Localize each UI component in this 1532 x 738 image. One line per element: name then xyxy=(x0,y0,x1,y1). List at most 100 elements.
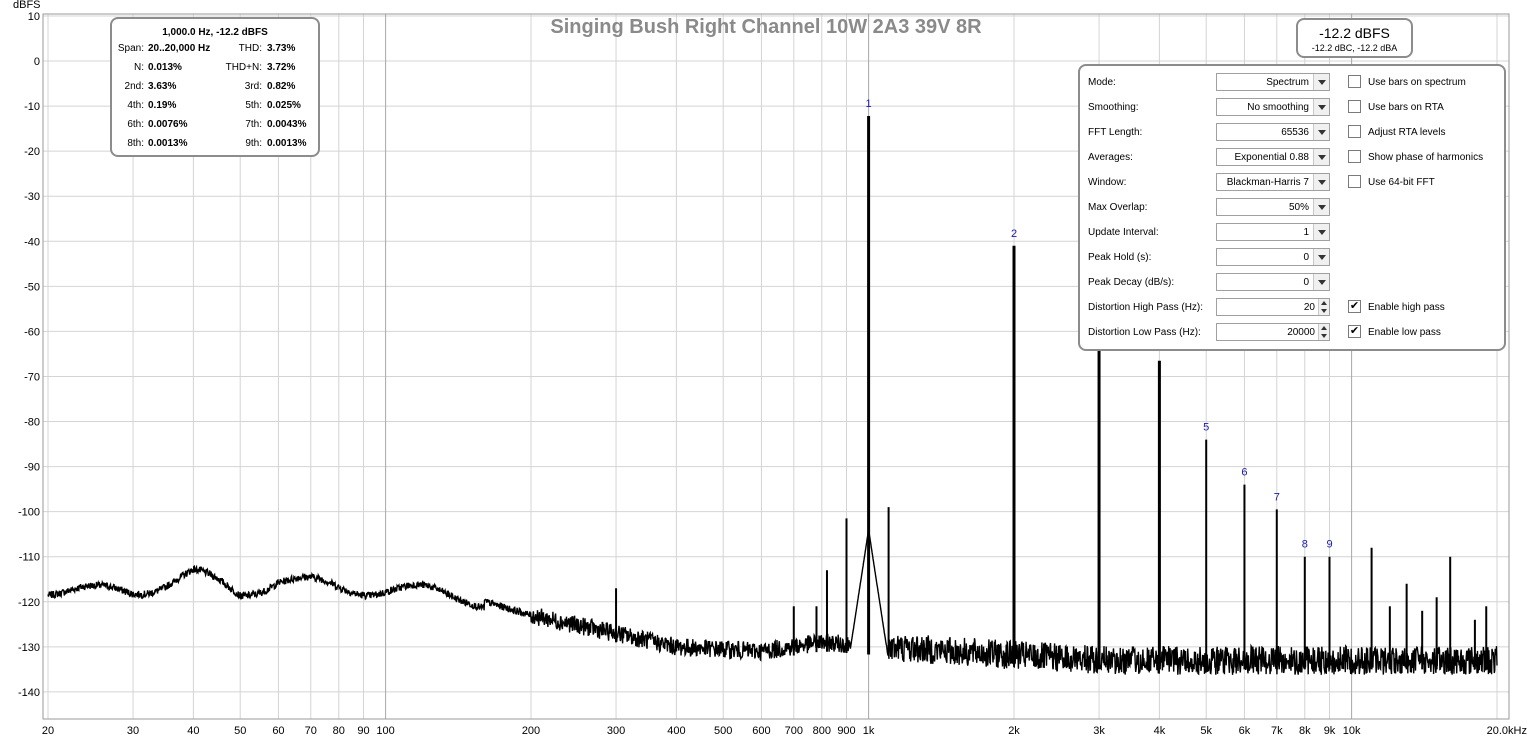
setting-value: 20 xyxy=(1303,302,1315,313)
chevron-down-icon[interactable] xyxy=(1313,249,1329,265)
level-main: -12.2 dBFS xyxy=(1319,25,1390,41)
harmonic-label: 8 xyxy=(1302,539,1308,551)
stats-label: 7th: xyxy=(245,119,262,130)
x-tick-label: 200 xyxy=(522,725,540,737)
y-tick-label: -130 xyxy=(18,642,40,654)
stats-value: 0.82% xyxy=(267,81,296,92)
setting-value: No smoothing xyxy=(1247,102,1309,113)
setting-value: 0 xyxy=(1303,277,1309,288)
x-tick-label: 3k xyxy=(1093,725,1105,737)
chevron-down-icon[interactable] xyxy=(1313,74,1329,90)
setting-checkbox[interactable] xyxy=(1348,125,1361,138)
setting-dropdown[interactable]: 0 xyxy=(1216,248,1330,266)
y-tick-label: -20 xyxy=(24,146,40,158)
stats-label: THD: xyxy=(238,43,262,54)
setting-dropdown[interactable]: 65536 xyxy=(1216,123,1330,141)
checkbox-label: Use bars on RTA xyxy=(1368,102,1444,113)
stats-value: 20..20,000 Hz xyxy=(148,43,211,54)
checkbox-label: Enable high pass xyxy=(1368,302,1445,313)
y-tick-label: 0 xyxy=(34,56,40,68)
stats-value: 0.0013% xyxy=(148,138,188,149)
setting-label: Smoothing: xyxy=(1088,102,1139,113)
stats-label: 5th: xyxy=(245,100,262,111)
y-tick-label: -100 xyxy=(18,507,40,519)
setting-label: Window: xyxy=(1088,177,1127,188)
setting-dropdown[interactable]: Spectrum xyxy=(1216,73,1330,91)
setting-checkbox[interactable] xyxy=(1348,175,1361,188)
checkbox-label: Use bars on spectrum xyxy=(1368,77,1466,88)
stats-label: 3rd: xyxy=(244,81,262,92)
y-tick-label: -10 xyxy=(24,101,40,113)
stats-label: THD+N: xyxy=(225,62,262,73)
x-tick-label: 10k xyxy=(1343,725,1361,737)
stats-label: 9th: xyxy=(245,138,262,149)
setting-value: Blackman-Harris 7 xyxy=(1226,177,1309,188)
x-tick-label: 600 xyxy=(752,725,770,737)
setting-checkbox[interactable] xyxy=(1348,100,1361,113)
harmonic-label: 6 xyxy=(1241,467,1247,479)
setting-checkbox[interactable]: ✔ xyxy=(1348,325,1361,338)
harmonic-label: 5 xyxy=(1203,422,1209,434)
setting-label: Peak Hold (s): xyxy=(1088,252,1152,263)
stats-label: Span: xyxy=(117,43,144,54)
stats-label: N: xyxy=(134,62,144,73)
stats-value: 0.0013% xyxy=(267,138,307,149)
setting-dropdown[interactable]: No smoothing xyxy=(1216,98,1330,116)
setting-dropdown[interactable]: 0 xyxy=(1216,273,1330,291)
chevron-down-icon[interactable] xyxy=(1313,224,1329,240)
chevron-down-icon[interactable] xyxy=(1313,199,1329,215)
setting-value: Spectrum xyxy=(1266,77,1309,88)
stats-value: 3.72% xyxy=(267,62,296,73)
chevron-down-icon[interactable] xyxy=(1313,99,1329,115)
level-readout: -12.2 dBFS -12.2 dBC, -12.2 dBA xyxy=(1296,18,1413,58)
stats-header: 1,000.0 Hz, -12.2 dBFS xyxy=(162,27,268,38)
plot-frame xyxy=(42,13,1510,720)
stats-row: Span: 20..20,000 Hz THD: 3.73% xyxy=(112,43,318,62)
harmonic-label: 9 xyxy=(1326,539,1332,551)
chevron-down-icon[interactable] xyxy=(1313,149,1329,165)
spin-arrows-icon[interactable] xyxy=(1318,299,1329,315)
chevron-down-icon[interactable] xyxy=(1313,174,1329,190)
setting-label: Distortion Low Pass (Hz): xyxy=(1088,327,1201,338)
x-tick-label: 50 xyxy=(234,725,246,737)
x-tick-label: 400 xyxy=(667,725,685,737)
setting-spinbox[interactable]: 20 xyxy=(1216,298,1330,316)
setting-label: Max Overlap: xyxy=(1088,202,1148,213)
setting-value: 20000 xyxy=(1287,327,1315,338)
y-tick-label: -120 xyxy=(18,597,40,609)
chevron-down-icon[interactable] xyxy=(1313,124,1329,140)
y-tick-label: -30 xyxy=(24,191,40,203)
setting-label: Distortion High Pass (Hz): xyxy=(1088,302,1204,313)
setting-dropdown[interactable]: Exponential 0.88 xyxy=(1216,148,1330,166)
x-tick-label: 7k xyxy=(1271,725,1283,737)
setting-value: Exponential 0.88 xyxy=(1234,152,1309,163)
stats-label: 8th: xyxy=(127,138,144,149)
setting-checkbox[interactable]: ✔ xyxy=(1348,300,1361,313)
settings-row: Window: Blackman-Harris 7 Use 64-bit FFT xyxy=(1088,173,1508,193)
checkbox-label: Show phase of harmonics xyxy=(1368,152,1484,163)
setting-dropdown[interactable]: 1 xyxy=(1216,223,1330,241)
spin-arrows-icon[interactable] xyxy=(1318,324,1329,340)
stats-row: 6th: 0.0076% 7th: 0.0043% xyxy=(112,119,318,138)
stats-row: 4th: 0.19% 5th: 0.025% xyxy=(112,100,318,119)
harmonic-label: 2 xyxy=(1011,228,1017,240)
x-tick-label: 5k xyxy=(1200,725,1212,737)
y-tick-label: -90 xyxy=(24,462,40,474)
chevron-down-icon[interactable] xyxy=(1313,274,1329,290)
x-tick-label: 100 xyxy=(376,725,394,737)
setting-checkbox[interactable] xyxy=(1348,150,1361,163)
x-tick-label: 90 xyxy=(357,725,369,737)
x-tick-label: 900 xyxy=(837,725,855,737)
x-tick-label: 9k xyxy=(1324,725,1336,737)
setting-dropdown[interactable]: Blackman-Harris 7 xyxy=(1216,173,1330,191)
setting-label: Update Interval: xyxy=(1088,227,1159,238)
x-tick-label: 700 xyxy=(785,725,803,737)
setting-spinbox[interactable]: 20000 xyxy=(1216,323,1330,341)
setting-checkbox[interactable] xyxy=(1348,75,1361,88)
noise-floor-line xyxy=(47,530,1498,676)
x-tick-label: 4k xyxy=(1154,725,1166,737)
setting-dropdown[interactable]: 50% xyxy=(1216,198,1330,216)
x-axis-ticks: 20 30 40 50 60 70 80 90 100 200 300 400 500 600 700 800… xyxy=(42,725,1527,737)
y-tick-label: 10 xyxy=(28,11,40,23)
spectrum-trace xyxy=(47,116,1498,676)
